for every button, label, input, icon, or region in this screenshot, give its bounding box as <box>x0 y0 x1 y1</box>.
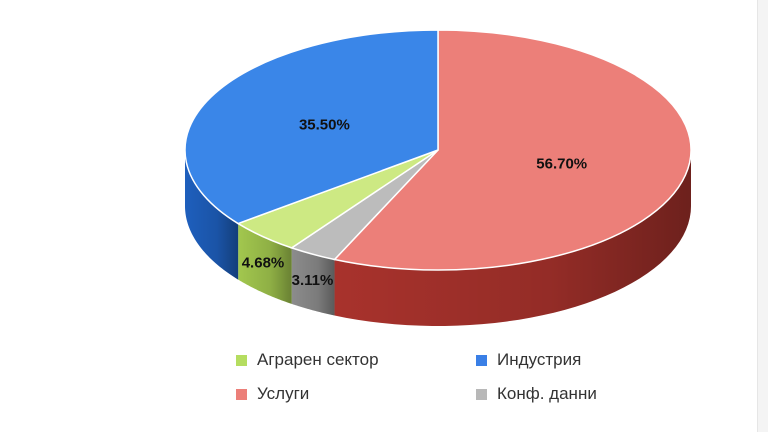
legend-item-industry: Индустрия <box>476 350 656 370</box>
legend-label-services: Услуги <box>257 384 310 403</box>
slice-side-shade-0 <box>334 150 691 326</box>
right-edge-strip <box>757 0 768 432</box>
legend-item-services: Услуги <box>236 384 476 404</box>
data-label-услуги: 56.70% <box>536 156 587 173</box>
slice-индустрия <box>184 29 439 225</box>
data-label-аграрен-сектор: 4.68% <box>242 254 285 271</box>
data-label-индустрия: 35.50% <box>299 117 350 134</box>
slice-услуги <box>333 29 692 271</box>
legend-label-industry: Индустрия <box>497 350 582 369</box>
legend-item-confidential: Конф. данни <box>476 384 656 404</box>
pie-tops <box>184 29 692 271</box>
data-label-конф-данни: 3.11% <box>292 272 334 289</box>
legend-label-agrarian: Аграрен сектор <box>257 350 379 369</box>
legend: Аграрен сектор Индустрия Услуги Конф. да… <box>236 350 656 404</box>
slice-side-shade-1 <box>291 247 335 316</box>
pie-labels: 56.70% 3.11% 4.68% 35.50% <box>242 117 587 289</box>
legend-item-agrarian: Аграрен сектор <box>236 350 476 370</box>
legend-label-confidential: Конф. данни <box>497 384 597 403</box>
legend-swatch-industry <box>476 354 487 366</box>
legend-swatch-confidential <box>476 388 487 400</box>
legend-swatch-agrarian <box>236 354 247 366</box>
legend-swatch-services <box>236 388 247 400</box>
slice-side-shade-3 <box>185 150 239 280</box>
